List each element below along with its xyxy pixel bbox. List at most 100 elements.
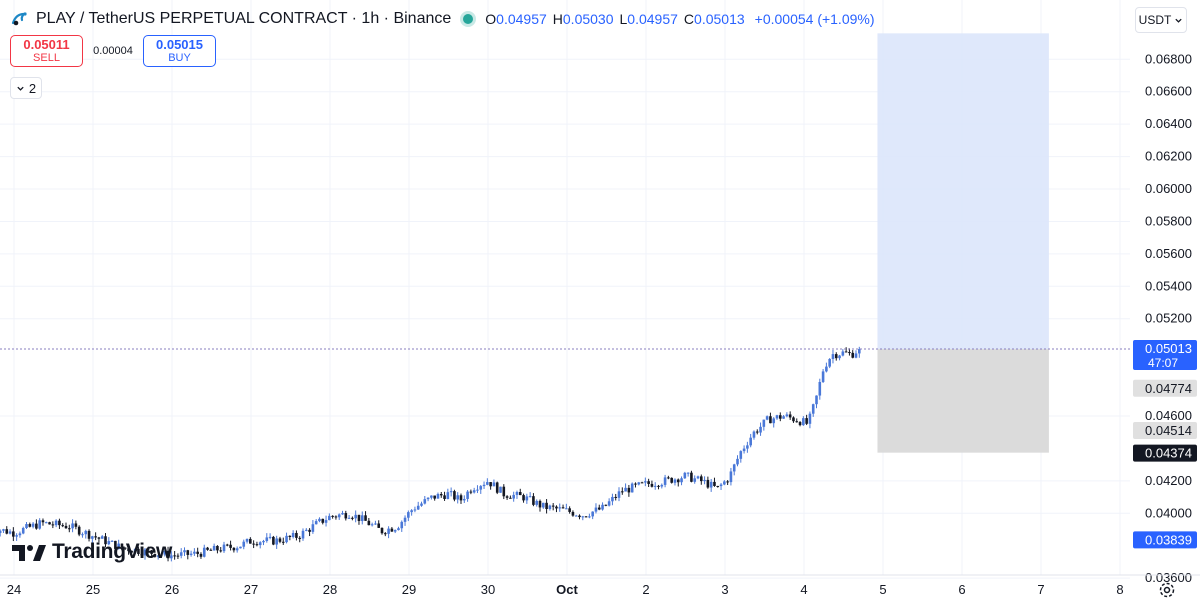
- candle-body: [123, 547, 127, 549]
- candle: [739, 450, 743, 463]
- candle-body: [798, 422, 802, 426]
- candle-body: [120, 543, 124, 548]
- candle-body: [15, 535, 18, 537]
- candle-body: [222, 544, 226, 552]
- candle-body: [802, 418, 805, 426]
- candle: [808, 411, 812, 429]
- candle: [120, 543, 124, 549]
- candle: [798, 421, 802, 427]
- candle: [542, 502, 545, 509]
- candle: [723, 480, 726, 486]
- candle: [512, 491, 515, 502]
- candle: [321, 518, 325, 525]
- candle: [696, 475, 700, 480]
- candle-body: [156, 555, 160, 557]
- currency-selector[interactable]: USDT: [1135, 7, 1187, 33]
- candle: [324, 515, 328, 527]
- candle-body: [91, 536, 94, 539]
- candle-body: [640, 482, 644, 484]
- candle: [716, 485, 720, 488]
- candle: [18, 531, 22, 538]
- candle: [433, 495, 436, 501]
- indicators-toggle-button[interactable]: 2: [10, 77, 42, 99]
- time-tick-label: 2: [642, 582, 649, 597]
- candle: [443, 491, 446, 501]
- candle-body: [61, 525, 65, 527]
- candle-body: [74, 523, 78, 527]
- price-tick-label: 0.06000: [1145, 181, 1192, 196]
- candle: [344, 510, 348, 521]
- candle: [449, 487, 453, 497]
- candle-body: [258, 542, 262, 546]
- candle-body: [117, 543, 120, 549]
- candle: [341, 510, 344, 515]
- candle-body: [482, 484, 486, 487]
- candle: [413, 506, 417, 513]
- candle-body: [495, 482, 499, 493]
- candle: [163, 548, 167, 557]
- candle-body: [759, 426, 762, 433]
- time-tick-label: 27: [244, 582, 258, 597]
- time-tick-label: 26: [165, 582, 179, 597]
- candle: [28, 522, 32, 528]
- candle-body: [252, 543, 255, 545]
- stop-loss-zone: [877, 349, 1049, 453]
- candle-body: [588, 516, 591, 518]
- candle-body: [581, 516, 585, 518]
- candle-body: [140, 553, 144, 556]
- candle: [364, 511, 367, 521]
- candle: [147, 546, 150, 552]
- candle-body: [551, 505, 555, 507]
- candle-body: [772, 418, 776, 424]
- ohlc-values: O0.04957 H0.05030 L0.04957 C0.05013 +0.0…: [485, 11, 874, 27]
- candle-body: [81, 534, 84, 536]
- time-tick-label: 4: [800, 582, 807, 597]
- candle: [281, 537, 285, 545]
- candle: [558, 503, 562, 512]
- candle: [732, 463, 736, 476]
- candle: [844, 347, 848, 353]
- candle: [614, 493, 618, 501]
- candle: [360, 511, 364, 525]
- candle: [305, 528, 308, 532]
- tradingview-logo[interactable]: TradingView: [12, 540, 172, 564]
- candle: [199, 552, 203, 559]
- candle-body: [634, 483, 637, 485]
- candle: [8, 529, 12, 535]
- candle-body: [815, 395, 818, 405]
- candle: [219, 547, 223, 553]
- candle: [0, 529, 2, 537]
- symbol-header: PLAY / TetherUS PERPETUAL CONTRACT · 1h …: [10, 8, 875, 30]
- candle-body: [571, 511, 575, 516]
- candle-body: [479, 486, 483, 490]
- candle-body: [690, 472, 693, 482]
- candle: [255, 541, 259, 547]
- candle: [229, 540, 232, 551]
- sell-button[interactable]: 0.05011 SELL: [10, 35, 83, 67]
- candle: [272, 535, 275, 546]
- candle-body: [393, 530, 397, 532]
- candle-body: [351, 517, 354, 519]
- candle-body: [449, 491, 453, 493]
- candle-body: [499, 486, 502, 493]
- candle-body: [100, 536, 104, 539]
- candle-body: [364, 515, 367, 521]
- candle-body: [308, 529, 311, 532]
- candle-body: [568, 508, 571, 512]
- candle-body: [38, 520, 41, 529]
- candle: [301, 528, 305, 541]
- candle-body: [199, 553, 203, 557]
- candle-body: [755, 431, 759, 433]
- buy-button[interactable]: 0.05015 BUY: [143, 35, 216, 67]
- candle: [538, 499, 542, 512]
- time-tick-label: 24: [7, 582, 21, 597]
- candle-body: [35, 523, 38, 529]
- symbol-title[interactable]: PLAY / TetherUS PERPETUAL CONTRACT · 1h …: [36, 10, 452, 27]
- candle-body: [667, 477, 670, 479]
- candle: [377, 520, 381, 528]
- candle: [749, 433, 752, 448]
- candle: [821, 369, 825, 383]
- gear-icon[interactable]: [1157, 580, 1177, 600]
- candle: [854, 350, 858, 359]
